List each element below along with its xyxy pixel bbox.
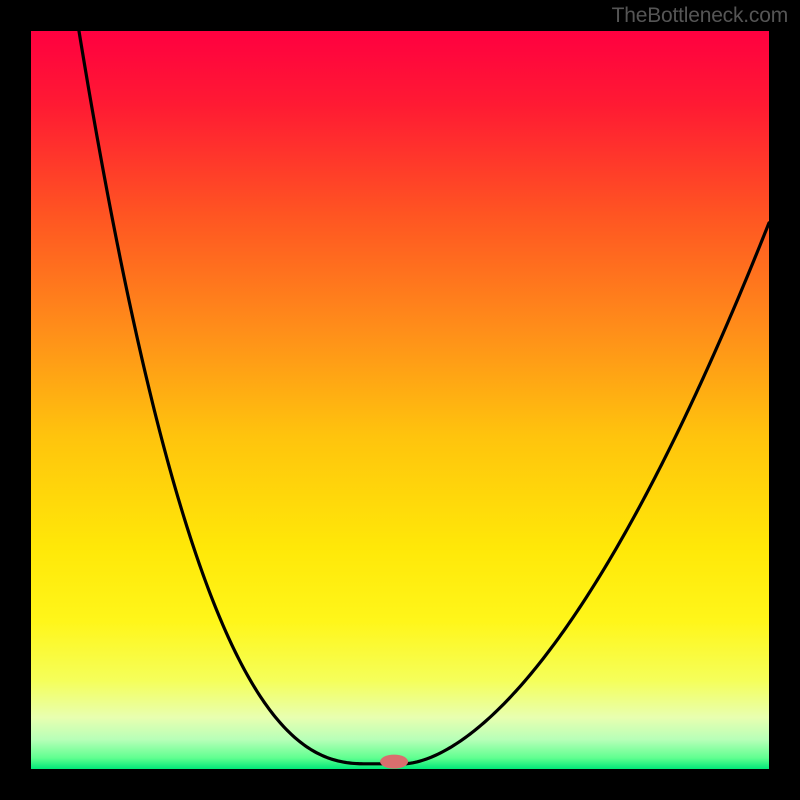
chart-container: TheBottleneck.com <box>0 0 800 800</box>
bottleneck-chart <box>0 0 800 800</box>
plot-background <box>31 31 769 769</box>
optimal-marker <box>380 755 408 769</box>
watermark-text: TheBottleneck.com <box>612 4 788 28</box>
